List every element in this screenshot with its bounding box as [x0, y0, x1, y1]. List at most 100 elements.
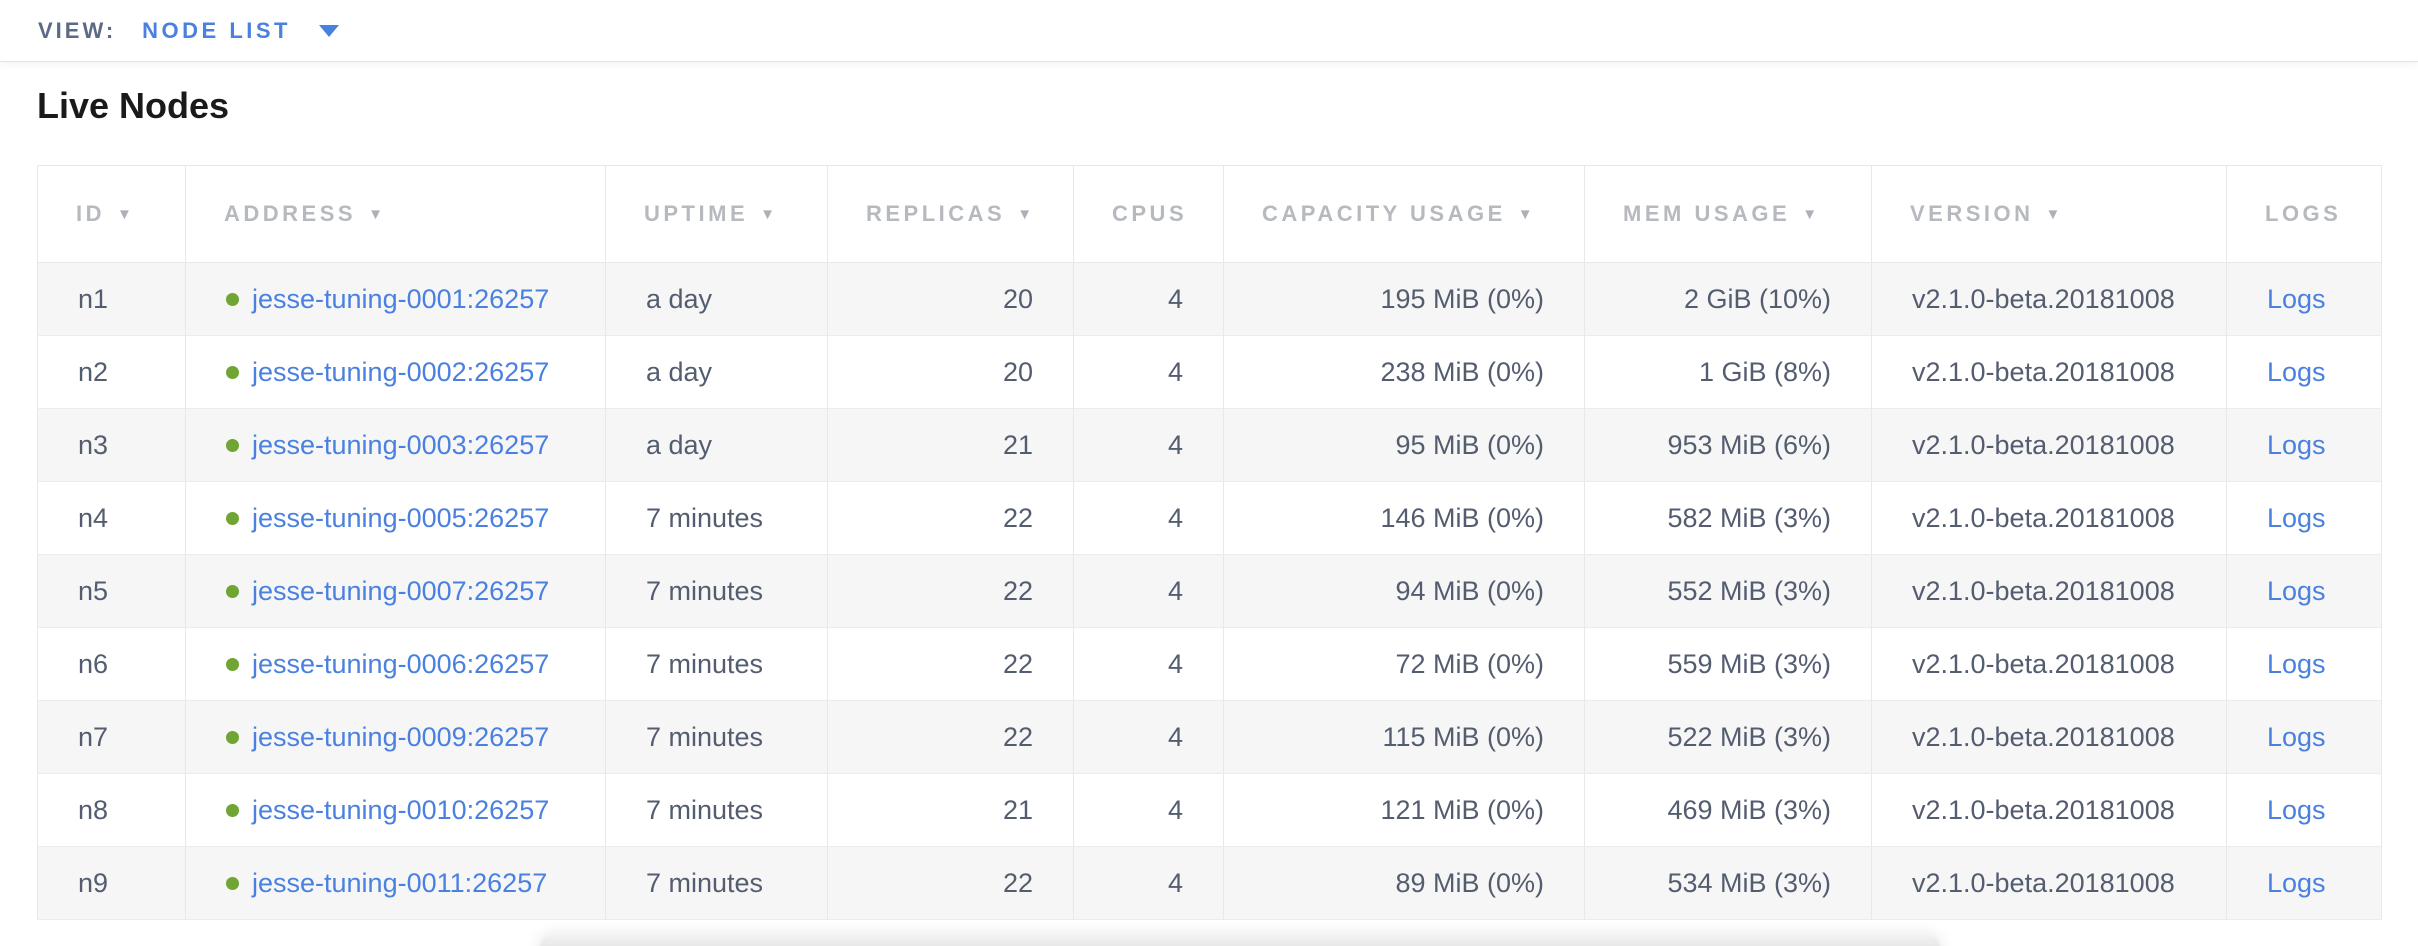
live-nodes-table: ID ▼ ADDRESS ▼ UPTIME ▼ REPLICAS ▼ CPUS CAPA… — [37, 165, 2382, 920]
cell-address: jesse-tuning-0007:26257 — [185, 554, 606, 628]
cell-node-id: n2 — [37, 335, 186, 409]
cell-version: v2.1.0-beta.20181008 — [1871, 846, 2227, 920]
column-header-replicas[interactable]: REPLICAS ▼ — [827, 165, 1074, 263]
node-address-link[interactable]: jesse-tuning-0002:26257 — [252, 356, 550, 387]
logs-link[interactable]: Logs — [2267, 283, 2326, 314]
node-address-link[interactable]: jesse-tuning-0003:26257 — [252, 429, 550, 460]
cell-version: v2.1.0-beta.20181008 — [1871, 700, 2227, 774]
cell-replicas: 22 — [827, 481, 1074, 555]
node-live-status-icon — [226, 730, 239, 744]
logs-link[interactable]: Logs — [2267, 356, 2326, 387]
logs-link[interactable]: Logs — [2267, 867, 2326, 898]
table-header-row: ID ▼ ADDRESS ▼ UPTIME ▼ REPLICAS ▼ CPUS CAPA… — [37, 165, 2382, 263]
node-live-status-icon — [226, 438, 239, 452]
node-address-link[interactable]: jesse-tuning-0006:26257 — [252, 648, 550, 679]
cell-replicas: 21 — [827, 773, 1074, 847]
node-address-link[interactable]: jesse-tuning-0009:26257 — [252, 721, 550, 752]
node-address-link[interactable]: jesse-tuning-0007:26257 — [252, 575, 550, 606]
column-header-cpus: CPUS — [1073, 165, 1224, 263]
logs-link[interactable]: Logs — [2267, 429, 2326, 460]
column-header-version[interactable]: VERSION ▼ — [1871, 165, 2227, 263]
node-live-status-icon — [226, 365, 239, 379]
cell-version: v2.1.0-beta.20181008 — [1871, 627, 2227, 701]
bottom-panel-edge — [540, 935, 1940, 946]
cell-uptime: a day — [605, 335, 828, 409]
column-header-address[interactable]: ADDRESS ▼ — [185, 165, 606, 263]
column-header-uptime[interactable]: UPTIME ▼ — [605, 165, 828, 263]
node-address-link[interactable]: jesse-tuning-0010:26257 — [252, 794, 550, 825]
cell-capacity-usage: 146 MiB (0%) — [1223, 481, 1585, 555]
view-selected-value[interactable]: NODE LIST — [142, 17, 291, 43]
cell-capacity-usage: 94 MiB (0%) — [1223, 554, 1585, 628]
cell-mem-usage: 582 MiB (3%) — [1584, 481, 1872, 555]
cell-address: jesse-tuning-0002:26257 — [185, 335, 606, 409]
cell-logs: Logs — [2226, 700, 2382, 774]
cell-capacity-usage: 72 MiB (0%) — [1223, 627, 1585, 701]
cell-capacity-usage: 195 MiB (0%) — [1223, 262, 1585, 336]
sort-descending-icon: ▼ — [1517, 206, 1537, 223]
logs-link[interactable]: Logs — [2267, 648, 2326, 679]
cell-version: v2.1.0-beta.20181008 — [1871, 481, 2227, 555]
cell-mem-usage: 2 GiB (10%) — [1584, 262, 1872, 336]
cell-replicas: 22 — [827, 700, 1074, 774]
cell-uptime: 7 minutes — [605, 554, 828, 628]
cell-node-id: n9 — [37, 846, 186, 920]
cell-uptime: 7 minutes — [605, 773, 828, 847]
cell-node-id: n5 — [37, 554, 186, 628]
node-address-link[interactable]: jesse-tuning-0001:26257 — [252, 283, 550, 314]
cell-address: jesse-tuning-0006:26257 — [185, 627, 606, 701]
cell-replicas: 20 — [827, 335, 1074, 409]
cell-replicas: 22 — [827, 627, 1074, 701]
cell-version: v2.1.0-beta.20181008 — [1871, 773, 2227, 847]
cell-address: jesse-tuning-0009:26257 — [185, 700, 606, 774]
column-header-id[interactable]: ID ▼ — [37, 165, 186, 263]
logs-link[interactable]: Logs — [2267, 794, 2326, 825]
cell-logs: Logs — [2226, 773, 2382, 847]
cell-cpus: 4 — [1073, 773, 1224, 847]
node-live-status-icon — [226, 803, 239, 817]
cell-replicas: 22 — [827, 846, 1074, 920]
table-row: n8 jesse-tuning-0010:26257 7 minutes 21 … — [37, 773, 2382, 847]
sort-descending-icon: ▼ — [117, 206, 136, 223]
column-header-mem-usage[interactable]: MEM USAGE ▼ — [1584, 165, 1872, 263]
cell-version: v2.1.0-beta.20181008 — [1871, 335, 2227, 409]
table-row: n1 jesse-tuning-0001:26257 a day 20 4 19… — [37, 262, 2382, 336]
cell-address: jesse-tuning-0011:26257 — [185, 846, 606, 920]
sort-descending-icon: ▼ — [368, 206, 387, 223]
cell-logs: Logs — [2226, 335, 2382, 409]
logs-link[interactable]: Logs — [2267, 721, 2326, 752]
cell-node-id: n4 — [37, 481, 186, 555]
node-address-link[interactable]: jesse-tuning-0005:26257 — [252, 502, 550, 533]
sort-descending-icon: ▼ — [2045, 206, 2064, 223]
view-selector-dropdown[interactable]: NODE LIST — [142, 18, 339, 44]
cell-node-id: n1 — [37, 262, 186, 336]
cell-mem-usage: 522 MiB (3%) — [1584, 700, 1872, 774]
column-header-capacity-usage[interactable]: CAPACITY USAGE ▼ — [1223, 165, 1585, 263]
cell-capacity-usage: 89 MiB (0%) — [1223, 846, 1585, 920]
table-row: n9 jesse-tuning-0011:26257 7 minutes 22 … — [37, 846, 2382, 920]
cell-mem-usage: 559 MiB (3%) — [1584, 627, 1872, 701]
logs-link[interactable]: Logs — [2267, 502, 2326, 533]
cell-address: jesse-tuning-0003:26257 — [185, 408, 606, 482]
cell-address: jesse-tuning-0010:26257 — [185, 773, 606, 847]
cell-mem-usage: 552 MiB (3%) — [1584, 554, 1872, 628]
cell-cpus: 4 — [1073, 335, 1224, 409]
cell-node-id: n3 — [37, 408, 186, 482]
cell-address: jesse-tuning-0005:26257 — [185, 481, 606, 555]
cell-capacity-usage: 95 MiB (0%) — [1223, 408, 1585, 482]
table-row: n3 jesse-tuning-0003:26257 a day 21 4 95… — [37, 408, 2382, 482]
logs-link[interactable]: Logs — [2267, 575, 2326, 606]
cell-node-id: n6 — [37, 627, 186, 701]
cell-replicas: 21 — [827, 408, 1074, 482]
node-address-link[interactable]: jesse-tuning-0011:26257 — [252, 867, 548, 898]
cell-mem-usage: 469 MiB (3%) — [1584, 773, 1872, 847]
cell-cpus: 4 — [1073, 408, 1224, 482]
node-live-status-icon — [226, 657, 239, 671]
sort-descending-icon: ▼ — [1802, 206, 1821, 223]
cell-address: jesse-tuning-0001:26257 — [185, 262, 606, 336]
cell-cpus: 4 — [1073, 554, 1224, 628]
cell-logs: Logs — [2226, 554, 2382, 628]
node-live-status-icon — [226, 876, 239, 890]
cell-cpus: 4 — [1073, 846, 1224, 920]
chevron-down-icon[interactable] — [319, 24, 339, 37]
